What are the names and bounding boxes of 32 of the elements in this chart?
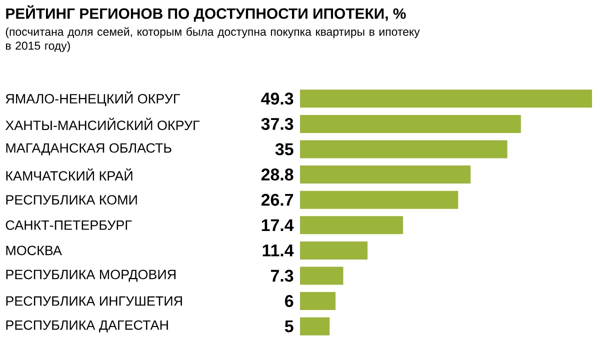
y-tick-label: КАМЧАТСКИЙ КРАЙ: [6, 168, 132, 181]
data-label: 49.3: [261, 92, 294, 105]
y-tick-label: МАГАДАНСКАЯ ОБЛАСТЬ: [6, 143, 172, 156]
bar: [300, 216, 404, 234]
data-label: 17.4: [262, 219, 294, 231]
bar: [300, 317, 330, 336]
chart-subtitle: (посчитана доля семей, которым была доступна покупка квартиры в ипотеку в 2015 году): [6, 27, 420, 52]
y-tick-label: ЯМАЛО-НЕНЕЦКИЙ ОКРУГ: [6, 91, 180, 106]
bar: [300, 292, 336, 310]
data-label: 6: [285, 295, 294, 308]
y-tick-label: МОСКВА: [6, 246, 62, 256]
bar: [300, 140, 508, 158]
data-label: 28.8: [261, 168, 294, 181]
y-tick-label: РЕСПУБЛИКА ДАГЕСТАН: [6, 320, 168, 332]
y-tick-label: РЕСПУБЛИКА ИНГУШЕТИЯ: [6, 296, 182, 306]
bar: [300, 190, 458, 209]
y-tick-label: ХАНТЫ-МАНСИЙСКИЙ ОКРУГ: [5, 118, 200, 130]
y-tick-label: РЕСПУБЛИКА КОМИ: [6, 195, 137, 205]
bar: [300, 241, 368, 260]
y-tick-label: САНКТ-ПЕТЕРБУРГ: [6, 220, 132, 230]
bar: [300, 90, 592, 108]
bar: [300, 166, 471, 184]
bar: [300, 114, 521, 133]
bar: [300, 266, 344, 285]
data-label: 35: [275, 143, 294, 156]
data-label: 37.3: [261, 118, 294, 130]
data-label: 26.7: [261, 194, 294, 206]
data-label: 7.3: [270, 270, 294, 282]
data-label: 11.4: [262, 244, 294, 256]
chart-title: РЕЙТИНГ РЕГИОНОВ ПО ДОСТУПНОСТИ ИПОТЕКИ, %: [6, 5, 406, 22]
data-label: 5: [284, 320, 294, 332]
y-tick-label: РЕСПУБЛИКА МОРДОВИЯ: [6, 270, 176, 282]
